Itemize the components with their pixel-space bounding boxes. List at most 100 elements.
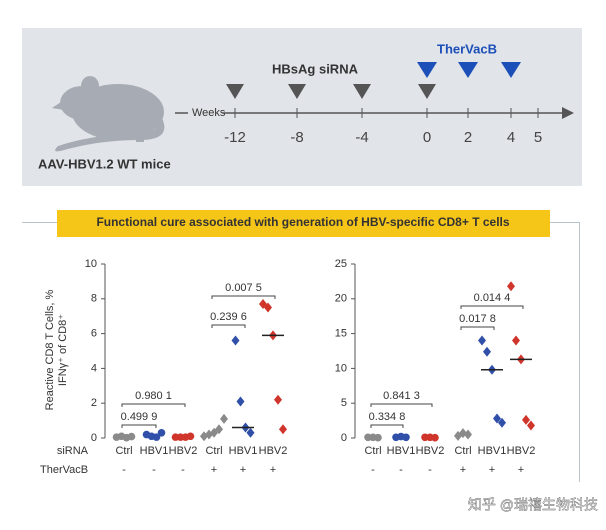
significance-bracket [121,424,157,428]
data-point [220,413,228,424]
data-point [231,335,240,346]
week-label: -4 [355,129,368,146]
data-point [522,414,530,425]
significance-bracket [121,403,186,407]
vaccine-label: TherVacB [437,41,497,56]
data-point [478,335,486,346]
vaccine-dose [501,62,521,78]
y-tick-label: 5 [341,397,347,409]
x-tick-label: HBV1 [229,445,258,457]
mouse-icon [52,76,165,152]
week-label: 4 [507,129,515,146]
x-tick-label: Ctrl [205,445,222,457]
x-tick-label: HBV2 [169,445,198,457]
data-point [512,335,520,346]
x-tick-label: Ctrl [454,445,471,457]
data-point [374,433,382,442]
treatment-label: + [270,464,276,476]
p-value: 0.014 4 [474,292,511,304]
data-point [483,346,491,357]
treatment-label: - [428,464,432,476]
data-point [464,429,472,440]
y-tick-label: 20 [335,293,347,305]
sirna-dose [226,84,244,99]
week-label: 2 [464,129,472,146]
treatment-label: + [460,464,466,476]
treatment-label: - [122,464,126,476]
y-tick-label: 0 [341,432,347,444]
vaccine-dose [458,62,478,78]
p-value: 0.334 8 [369,411,406,423]
significance-bracket [460,305,524,309]
p-value: 0.841 3 [383,390,420,402]
data-point [152,433,161,441]
x-tick-label: HBV1 [140,445,169,457]
y-tick-label: 8 [91,293,97,305]
significance-bracket [211,295,276,299]
sirna-label: HBsAg siRNA [272,61,359,76]
y-axis-label: IFNγ⁺ of CD8⁺ [57,314,69,386]
x-tick-label: HBV2 [259,445,288,457]
data-point [279,424,287,435]
x-tick-label: HBV1 [387,445,416,457]
data-point [493,413,501,424]
significance-bracket [370,403,433,407]
significance-bracket [460,326,495,330]
y-tick-label: 10 [85,258,97,270]
y-tick-label: 6 [91,328,97,340]
x-tick-label: Ctrl [364,445,381,457]
x-tick-label: Ctrl [115,445,132,457]
y-axis-label: Reactive CD8 T Cells, % [44,289,56,410]
data-point [236,396,245,407]
frame-right [579,222,580,482]
treatment-label: + [489,464,495,476]
y-tick-label: 0 [91,432,97,444]
treatment-label: + [240,464,246,476]
significance-bracket [211,324,246,328]
treatment-label: + [518,464,524,476]
week-label: 5 [534,129,542,146]
treatment-label: - [399,464,403,476]
treatment-label: - [371,464,375,476]
data-point [215,424,223,435]
weeks-label: Weeks [192,107,226,119]
sirna-dose [353,84,371,99]
watermark: 知乎 @瑞禧生物科技 [468,497,598,513]
y-tick-label: 25 [335,258,347,270]
model-label: AAV-HBV1.2 WT mice [38,156,171,171]
sirna-dose [288,84,306,99]
banner [57,210,550,237]
data-point [127,432,136,441]
y-tick-label: 2 [91,397,97,409]
week-label: 0 [423,129,431,146]
row-label: siRNA [57,445,89,457]
data-point [498,417,506,428]
timeline-arrow [562,107,574,119]
week-label: -8 [290,129,303,146]
data-point [246,427,255,438]
data-point [264,302,272,313]
banner-text: Functional cure associated with generati… [96,215,509,229]
x-tick-label: HBV1 [478,445,507,457]
y-tick-label: 15 [335,328,347,340]
data-point [274,394,282,405]
vaccine-dose [417,62,437,78]
week-label: -12 [224,129,246,146]
data-point [157,428,166,437]
p-value: 0.007 5 [225,282,262,294]
data-point [527,420,535,431]
treatment-label: + [211,464,217,476]
y-tick-label: 4 [91,362,97,374]
treatment-label: - [181,464,185,476]
treatment-label: - [152,464,156,476]
significance-bracket [370,424,404,428]
data-point [507,281,515,292]
p-value: 0.499 9 [121,411,158,423]
sirna-dose [418,84,436,99]
row-label: TherVacB [40,464,88,476]
p-value: 0.239 6 [210,311,247,323]
p-value: 0.017 8 [459,313,496,325]
y-tick-label: 10 [335,362,347,374]
data-point [431,433,439,442]
